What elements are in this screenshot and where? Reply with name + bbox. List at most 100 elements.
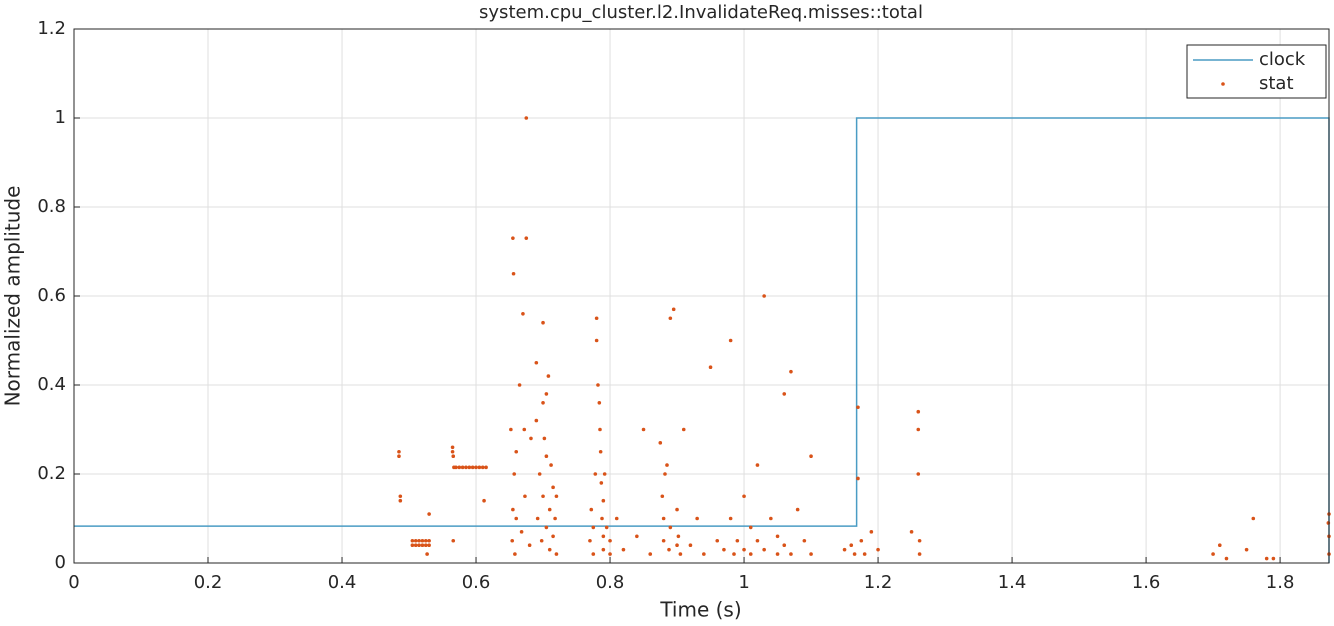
stat-point xyxy=(427,512,431,516)
x-tick-label: 1 xyxy=(738,572,749,593)
stat-point xyxy=(775,552,780,556)
stat-point xyxy=(856,476,860,481)
stat-point xyxy=(467,465,472,470)
stat-point xyxy=(661,538,666,543)
stat-point xyxy=(728,338,733,343)
x-tick-label: 0 xyxy=(68,572,79,593)
stat-point xyxy=(454,465,458,470)
stat-point xyxy=(702,552,706,556)
x-axis-label: Time (s) xyxy=(659,598,741,622)
stat-point xyxy=(423,543,428,547)
stat-point xyxy=(524,116,529,120)
stat-point xyxy=(546,374,551,378)
stat-point xyxy=(591,552,596,556)
stat-point xyxy=(635,534,639,539)
stat-point xyxy=(535,516,540,521)
stat-point xyxy=(1211,552,1215,556)
chart-title: system.cpu_cluster.l2.InvalidateReq.miss… xyxy=(479,2,923,23)
stat-point xyxy=(802,538,807,543)
stat-point xyxy=(554,494,559,499)
stat-point xyxy=(410,543,415,547)
stat-point xyxy=(762,294,766,298)
stat-point xyxy=(852,552,857,556)
stat-point xyxy=(1244,547,1249,552)
stat-point xyxy=(527,543,532,547)
stat-point xyxy=(668,525,673,530)
stat-point xyxy=(641,427,646,432)
stat-point xyxy=(1264,556,1269,561)
stat-point xyxy=(742,494,746,499)
stat-point xyxy=(542,436,547,441)
stat-point xyxy=(510,538,515,543)
stat-point xyxy=(423,538,428,543)
stat-point xyxy=(708,365,713,370)
stat-point xyxy=(809,552,813,556)
stat-point xyxy=(658,441,663,445)
stat-point xyxy=(795,507,800,512)
stat-point xyxy=(484,465,488,470)
stat-point xyxy=(544,454,549,459)
stat-point xyxy=(524,236,529,240)
stat-point xyxy=(450,445,455,450)
legend-label: stat xyxy=(1259,73,1294,94)
x-tick-label: 0.8 xyxy=(596,572,625,593)
stat-point xyxy=(742,547,746,552)
stat-point xyxy=(522,427,527,432)
stat-point xyxy=(451,538,456,543)
y-tick-label: 0.6 xyxy=(37,285,66,306)
stat-point xyxy=(661,516,666,521)
stat-point xyxy=(916,472,921,476)
x-tick-label: 1.4 xyxy=(998,572,1027,593)
stat-point xyxy=(464,465,468,470)
stat-point xyxy=(722,547,726,552)
stat-point xyxy=(420,543,425,547)
stat-point xyxy=(529,436,533,441)
stat-point xyxy=(671,307,676,312)
stat-point xyxy=(660,494,665,499)
stat-point xyxy=(859,538,864,543)
stat-point xyxy=(511,507,515,512)
stat-point xyxy=(427,538,431,543)
x-tick-label: 1.6 xyxy=(1132,572,1161,593)
stat-point xyxy=(842,547,847,552)
stat-point xyxy=(517,383,522,387)
stat-point xyxy=(809,454,813,459)
stat-point xyxy=(521,312,525,316)
stat-point xyxy=(762,547,766,552)
stat-point xyxy=(1326,521,1331,525)
stat-point xyxy=(534,418,539,423)
stat-point xyxy=(1251,516,1256,521)
stat-point xyxy=(601,547,606,552)
stat-point xyxy=(541,320,545,325)
stat-point xyxy=(614,516,619,521)
stat-point xyxy=(523,494,527,499)
legend: clock stat xyxy=(1186,44,1327,99)
stat-point xyxy=(735,538,740,543)
stat-point xyxy=(600,516,604,521)
stat-point xyxy=(511,236,515,240)
stat-point xyxy=(917,538,922,543)
stat-point xyxy=(1224,556,1229,561)
stat-point xyxy=(477,465,482,470)
stat-point xyxy=(608,538,612,543)
stat-point xyxy=(544,392,549,396)
stat-point xyxy=(544,525,549,530)
stat-point xyxy=(410,538,415,543)
stat-point xyxy=(470,465,475,470)
stat-point xyxy=(608,552,612,556)
stat-point xyxy=(621,547,626,552)
stat-point xyxy=(1271,556,1276,561)
stat-point xyxy=(450,449,455,454)
stat-point xyxy=(681,427,686,432)
stat-point xyxy=(602,472,607,476)
stat-point xyxy=(748,525,753,530)
stat-point xyxy=(598,427,602,432)
stat-point xyxy=(594,316,599,321)
stat-point xyxy=(427,543,431,547)
stat-point xyxy=(549,463,553,467)
legend-box xyxy=(1186,44,1327,99)
stat-point xyxy=(398,498,403,503)
stat-point xyxy=(675,507,679,512)
x-tick-label: 1.8 xyxy=(1266,572,1295,593)
